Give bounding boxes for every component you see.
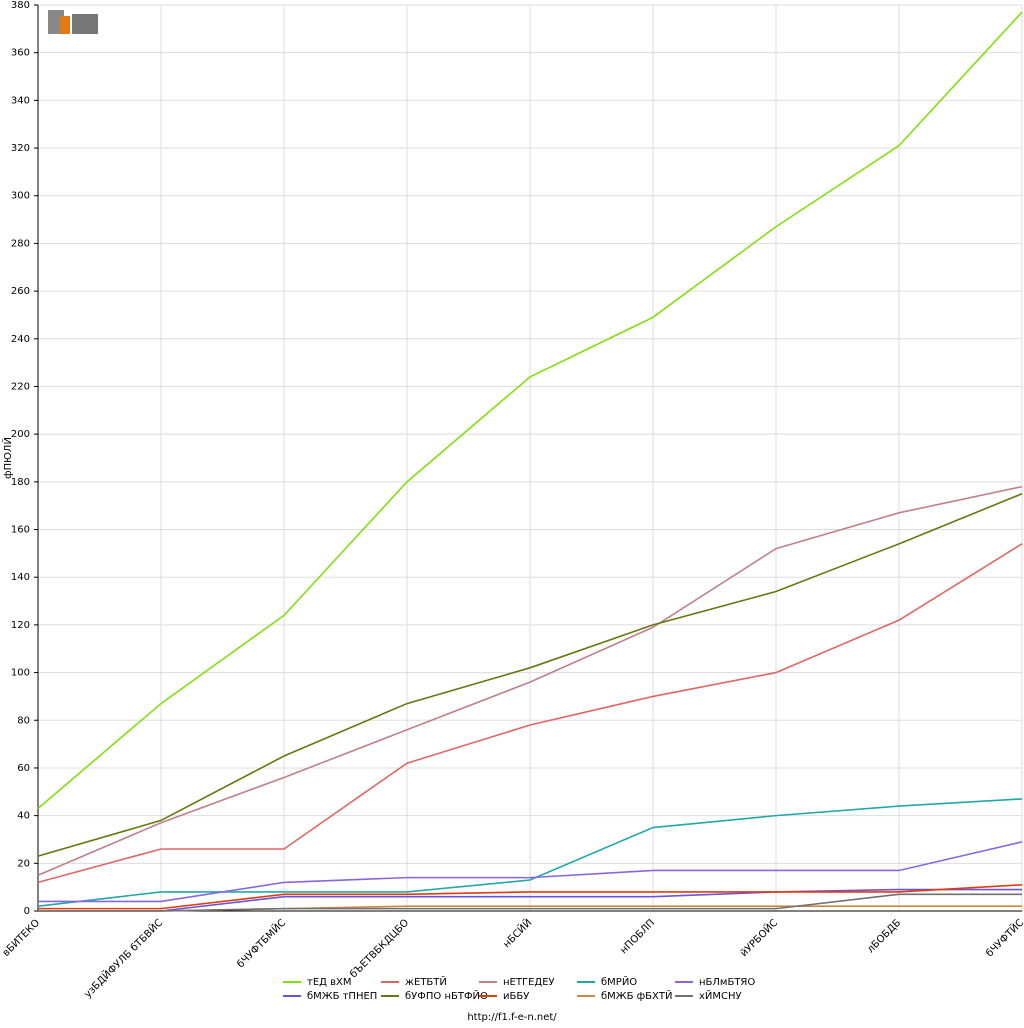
legend-label: нБЛмБТЯО [699,977,755,988]
x-tick-label: узБДЙФУЛБ бТБВЙС [81,916,165,1000]
y-tick-label: 380 [11,0,30,11]
y-tick-label: 200 [11,429,30,440]
series-line [37,11,1023,810]
legend-label: хЙМСНУ [699,989,742,1002]
y-tick-label: 140 [11,572,30,583]
series-line [38,893,1022,912]
x-tick-label: бЧУФТБМЙС [234,916,288,970]
logo-block [60,16,70,34]
y-tick-label: 80 [17,715,30,726]
x-tick-label: нПОБЛП [618,917,657,956]
legend-label: бМРЙО [601,975,637,988]
y-tick-label: 160 [11,525,30,536]
y-tick-label: 240 [11,334,30,345]
logo-block [72,14,98,34]
footer: http://f1.f-e-n.net/ [467,1012,557,1023]
y-tick-label: 320 [11,143,30,154]
y-tick-label: 260 [11,286,30,297]
x-tick-label: нБСЙЙ [500,916,534,950]
y-tick-label: 120 [11,620,30,631]
y-tick-label: 220 [11,381,30,392]
x-tick-label: вБИТЕКО [1,917,43,959]
series-line [38,888,1022,912]
series-line [37,493,1023,857]
legend-label: бМЖБ фБХТЙ [601,989,672,1002]
legend-label: жЕТБТЙ [405,975,447,988]
x-tick-label: бЧУФТЙС [983,916,1024,959]
x-tick-label: лБОБДБ [865,917,903,955]
series-line [37,543,1023,884]
y-tick-label: 100 [11,668,30,679]
y-tick-label: 40 [17,811,30,822]
series-line [37,485,1023,876]
legend-label: тЕД вХМ [307,977,352,988]
legend-label: иББУ [503,991,529,1002]
y-tick-label: 300 [11,191,30,202]
logo [48,10,98,34]
series-line [37,798,1023,908]
y-tick-label: 60 [17,763,30,774]
legend-label: бУФПО нБТФЙО [405,989,488,1002]
series-line [38,841,1023,903]
y-tick-label: 360 [11,48,30,59]
series-line [38,883,1023,910]
y-tick-label: 180 [11,477,30,488]
y-tick-label: 280 [11,238,30,249]
y-axis-label: фПЮЛЙ [1,437,14,479]
x-tick-label: бЪЕТВБКДЦБО [348,917,411,980]
y-tick-label: 340 [11,95,30,106]
legend-label: нЕТГЕДЕУ [503,977,555,988]
legend-label: бМЖБ тПНЕП [307,991,377,1002]
x-tick-label: йУРБОЙС [737,916,780,959]
y-tick-label: 0 [24,906,30,917]
y-tick-label: 20 [17,858,30,869]
